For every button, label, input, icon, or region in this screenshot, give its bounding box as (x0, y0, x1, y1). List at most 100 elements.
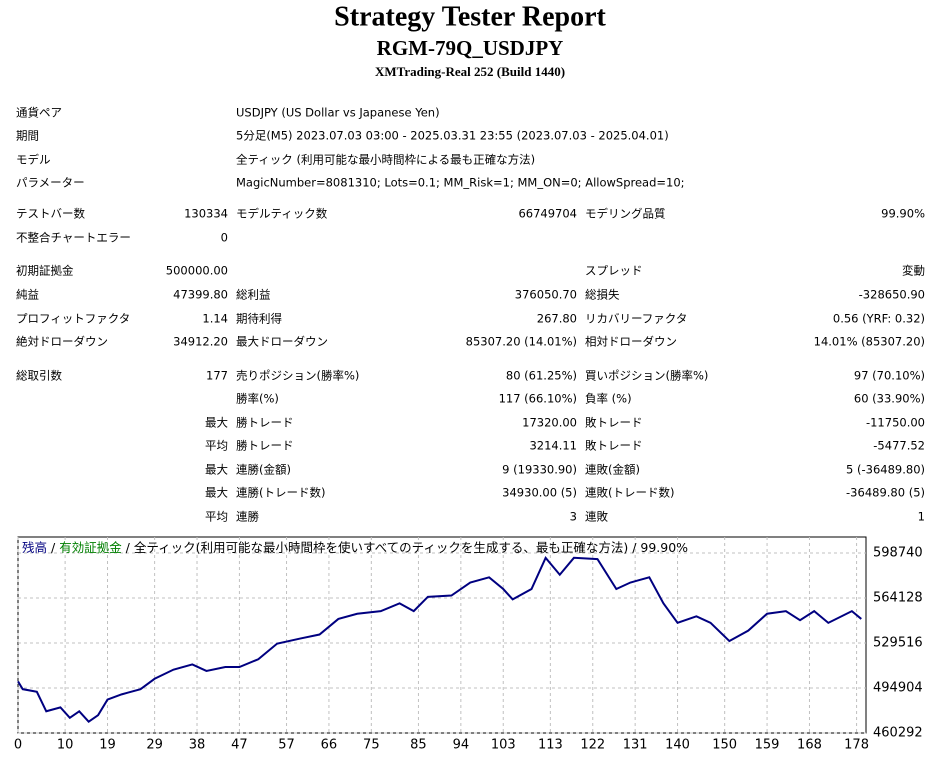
stat-label: 不整合チャートエラー (16, 231, 131, 245)
stat-value: 34930.00 (5) (502, 486, 577, 500)
legend-item: 有効証拠金 (59, 540, 122, 555)
stat-label: プロフィットファクタ (16, 312, 130, 326)
report-build: XMTrading-Real 252 (Build 1440) (375, 64, 565, 79)
stat-label: 敗トレード (585, 416, 643, 430)
stat-label: 純益 (16, 288, 39, 302)
stat-label: 連敗(トレード数) (585, 486, 674, 500)
stat-value: 34912.20 (173, 335, 228, 349)
stat-value: 99.90% (881, 207, 925, 221)
stat-label: 連勝 (236, 510, 259, 524)
x-tick-label: 159 (755, 738, 780, 753)
x-tick-label: 19 (99, 738, 116, 753)
stat-label: 連敗 (585, 510, 608, 524)
report-subtitle: RGM-79Q_USDJPY (377, 36, 564, 60)
x-tick-label: 94 (453, 738, 470, 753)
info-label: 通貨ペア (16, 106, 62, 120)
stat-value: 平均 (205, 510, 228, 524)
stat-value: -5477.52 (873, 439, 925, 453)
stat-label: 総利益 (236, 288, 271, 302)
stat-label: 絶対ドローダウン (16, 335, 108, 349)
stat-value: 1.14 (202, 312, 228, 326)
stat-value: 平均 (205, 439, 228, 453)
stat-value: 97 (70.10%) (854, 369, 925, 383)
stat-label: モデルティック数 (236, 207, 328, 221)
stat-value: 376050.70 (515, 288, 577, 302)
stat-label: スプレッド (585, 264, 643, 278)
stat-value: -328650.90 (859, 288, 925, 302)
stat-value: 0 (221, 231, 228, 245)
x-tick-label: 38 (189, 738, 206, 753)
chart-legend: 残高 / 有効証拠金 / 全ティック(利用可能な最小時間枠を使いすべてのティック… (22, 540, 688, 555)
x-tick-label: 122 (580, 738, 605, 753)
stat-label: 連勝(トレード数) (236, 486, 325, 500)
stat-label: 期待利得 (236, 312, 282, 326)
stat-value: 85307.20 (14.01%) (466, 335, 577, 349)
x-tick-label: 140 (665, 738, 690, 753)
legend-item: / 全ティック(利用可能な最小時間枠を使いすべてのティックを生成する、最も正確な… (122, 540, 688, 555)
stat-value: 14.01% (85307.20) (814, 335, 925, 349)
stat-value: 0.56 (YRF: 0.32) (833, 312, 925, 326)
report-title: Strategy Tester Report (334, 1, 606, 32)
x-tick-label: 85 (410, 738, 427, 753)
stat-value: 9 (19330.90) (502, 463, 577, 477)
stat-value: 最大 (205, 416, 228, 430)
legend-item: 残高 (22, 540, 47, 555)
info-value: MagicNumber=8081310; Lots=0.1; MM_Risk=1… (236, 176, 685, 190)
stat-label: 相対ドローダウン (585, 335, 677, 349)
stat-label: 連敗(金額) (585, 463, 640, 477)
x-tick-label: 47 (231, 738, 248, 753)
y-tick-label: 598740 (873, 545, 923, 560)
stat-value: 500000.00 (166, 264, 228, 278)
stat-value: 5 (-36489.80) (846, 463, 925, 477)
stat-value: 3 (570, 510, 577, 524)
y-tick-label: 494904 (873, 680, 923, 695)
stat-value: -11750.00 (866, 416, 925, 430)
x-tick-label: 0 (14, 738, 22, 753)
x-tick-label: 103 (491, 738, 516, 753)
y-tick-label: 460292 (873, 726, 923, 741)
legend-item: / (47, 540, 59, 555)
info-label: モデル (16, 153, 51, 167)
info-value: USDJPY (US Dollar vs Japanese Yen) (236, 106, 440, 120)
stat-value: 3214.11 (529, 439, 577, 453)
stat-label: 初期証拠金 (16, 264, 74, 278)
x-tick-label: 113 (538, 738, 563, 753)
stat-label: 勝トレード (236, 439, 294, 453)
stat-label: 最大ドローダウン (236, 335, 328, 349)
x-tick-label: 150 (712, 738, 737, 753)
x-tick-label: 66 (321, 738, 338, 753)
stat-value: 最大 (205, 486, 228, 500)
stat-label: 総損失 (585, 288, 620, 302)
stat-value: 80 (61.25%) (506, 369, 577, 383)
x-tick-label: 168 (797, 738, 822, 753)
stat-value: 1 (918, 510, 925, 524)
stat-label: モデリング品質 (585, 207, 666, 221)
stat-label: 売りポジション(勝率%) (236, 369, 359, 383)
x-tick-label: 178 (844, 738, 869, 753)
stat-value: 17320.00 (522, 416, 577, 430)
y-tick-label: 564128 (873, 590, 923, 605)
x-tick-label: 131 (623, 738, 648, 753)
info-value: 全ティック (利用可能な最小時間枠による最も正確な方法) (236, 153, 535, 167)
stat-value: 66749704 (518, 207, 577, 221)
stat-label: リカバリーファクタ (585, 312, 687, 326)
stat-label: 負率 (%) (585, 392, 632, 406)
stat-value: 117 (66.10%) (499, 392, 577, 406)
stat-label: 敗トレード (585, 439, 643, 453)
stat-label: 連勝(金額) (236, 463, 291, 477)
stat-label: 勝率(%) (236, 392, 279, 406)
stat-value: 60 (33.90%) (854, 392, 925, 406)
info-label: パラメーター (16, 176, 85, 190)
balance-line (17, 555, 862, 723)
x-tick-label: 57 (278, 738, 295, 753)
stat-value: 47399.80 (173, 288, 228, 302)
info-value: 5分足(M5) 2023.07.03 03:00 - 2025.03.31 23… (236, 129, 669, 143)
y-tick-label: 529516 (873, 635, 923, 650)
x-tick-label: 75 (363, 738, 380, 753)
x-tick-label: 10 (57, 738, 74, 753)
stat-value: -36489.80 (5) (846, 486, 925, 500)
info-label: 期間 (16, 129, 39, 143)
x-tick-label: 29 (146, 738, 163, 753)
stat-label: 買いポジション(勝率%) (585, 369, 708, 383)
